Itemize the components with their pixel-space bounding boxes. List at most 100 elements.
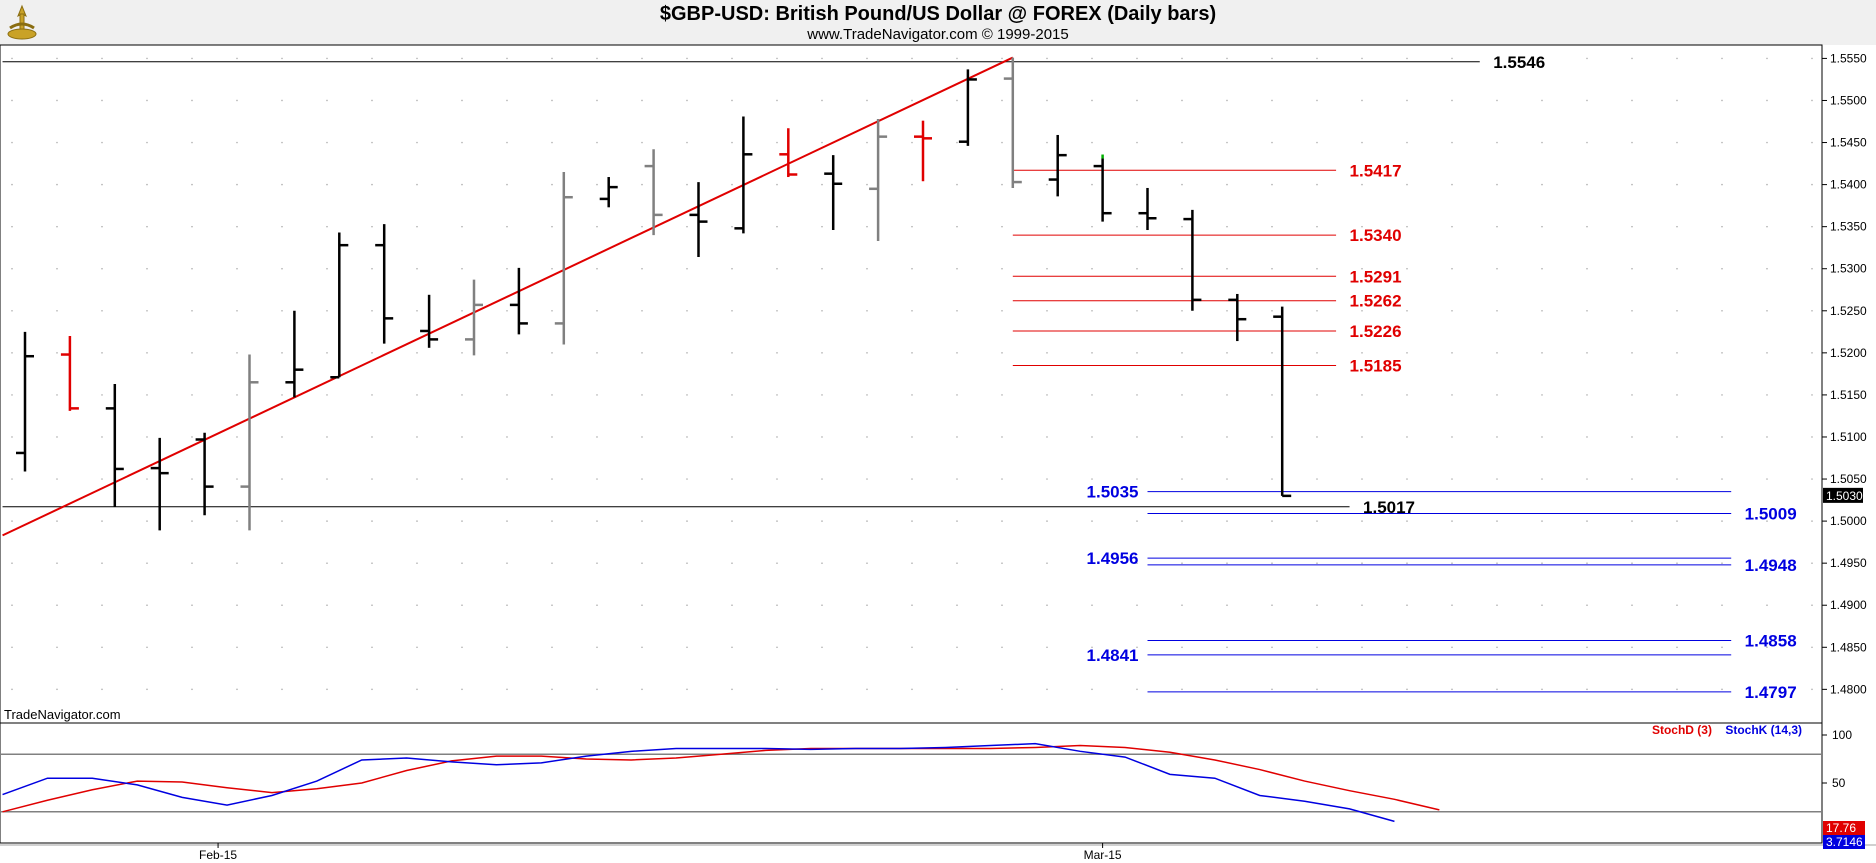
grid-dot [686, 225, 688, 228]
grid-dot [1406, 646, 1408, 649]
price-y-tick-label: 1.4800 [1830, 682, 1867, 696]
grid-dot [866, 99, 868, 102]
stoch-last-badge [1823, 821, 1865, 835]
grid-dot [101, 309, 103, 312]
price-y-tick-label: 1.5500 [1830, 93, 1867, 107]
grid-dot [461, 141, 463, 144]
grid-dot [596, 267, 598, 270]
price-panel-frame [0, 44, 1823, 724]
grid-dot [1046, 183, 1048, 186]
grid-dot [866, 267, 868, 270]
grid-dot [461, 99, 463, 102]
grid-dot [56, 394, 58, 396]
grid-dot [1766, 352, 1768, 354]
grid-dot [326, 309, 328, 312]
grid-dot [506, 688, 508, 691]
axes: 1.5550 1.5500 1.5450 1.5400 1.5350 1.5300 1.52… [199, 51, 1867, 862]
ohlc-bar [60, 336, 79, 411]
grid-dot [146, 99, 148, 102]
grid-dot [1496, 478, 1498, 480]
grid-dot [1316, 352, 1318, 354]
grid-dot [101, 646, 103, 649]
grid-dot [281, 183, 283, 186]
grid-dot [326, 394, 328, 396]
grid-dot [1451, 141, 1453, 144]
grid-dot [1451, 183, 1453, 186]
grid-dot [371, 394, 373, 396]
grid-dot [1271, 309, 1273, 312]
level-label: 1.5185 [1350, 356, 1402, 375]
grid-dot [1631, 520, 1633, 522]
grid-dot [1271, 604, 1273, 607]
grid-dot [1001, 562, 1003, 564]
grid-dot [731, 646, 733, 649]
grid-dot [1181, 99, 1183, 102]
grid-dot [191, 225, 193, 228]
grid-dot [191, 520, 193, 522]
grid-dot [551, 646, 553, 649]
grid-dot [1586, 267, 1588, 270]
grid-dot [1811, 309, 1813, 312]
grid-dot [641, 436, 643, 438]
grid-dot [1271, 688, 1273, 691]
grid-dot [191, 183, 193, 186]
grid-dot [1091, 562, 1093, 564]
grid-dot [1091, 267, 1093, 270]
grid-dot [281, 352, 283, 354]
price-y-tick-label: 1.5550 [1830, 51, 1867, 65]
grid-dot [1226, 267, 1228, 270]
grid-dot [821, 183, 823, 186]
grid-dot [1181, 520, 1183, 522]
level-label: 1.5340 [1350, 226, 1402, 245]
grid-dot [1091, 225, 1093, 228]
grid-dot [191, 478, 193, 480]
grid-dot [596, 688, 598, 691]
grid-dot [56, 646, 58, 649]
grid-dot [101, 394, 103, 396]
grid-dot [416, 225, 418, 228]
grid-dot [1046, 604, 1048, 607]
grid-dot [101, 562, 103, 564]
grid-dot [866, 183, 868, 186]
trade-navigator-logo-icon[interactable] [2, 2, 42, 42]
stoch-last-badge [1823, 835, 1865, 849]
grid-dot [1271, 478, 1273, 480]
grid-dot [191, 436, 193, 438]
grid-dot [1316, 562, 1318, 564]
grid-dot [956, 436, 958, 438]
grid-dot [1181, 309, 1183, 312]
grid-dot [1406, 183, 1408, 186]
grid-dot [1676, 520, 1678, 522]
grid-dot [1001, 352, 1003, 354]
grid-dot [641, 183, 643, 186]
grid-dot [1541, 141, 1543, 144]
grid-dot [1541, 478, 1543, 480]
grid-dot [1136, 141, 1138, 144]
grid-dot [1136, 604, 1138, 607]
grid-dot [866, 225, 868, 228]
grid-dot [731, 57, 733, 60]
grid-dot [461, 646, 463, 649]
grid-dot [1586, 141, 1588, 144]
grid-dot [1046, 562, 1048, 564]
grid-dot [101, 225, 103, 228]
grid-dot [1496, 646, 1498, 649]
grid-dot [191, 57, 193, 60]
grid-dot [506, 562, 508, 564]
grid-dot [596, 478, 598, 480]
grid-dot [1811, 604, 1813, 607]
grid-dot [956, 225, 958, 228]
grid-dot [1001, 394, 1003, 396]
grid-dot [956, 352, 958, 354]
chart-header [0, 0, 1876, 45]
grid-dot [1631, 99, 1633, 102]
grid-dot [1586, 688, 1588, 691]
grid-dot [911, 225, 913, 228]
grid-dot [416, 604, 418, 607]
grid-dot [776, 57, 778, 60]
grid-dot [371, 604, 373, 607]
grid-dot [1361, 57, 1363, 60]
grid-dot [1586, 478, 1588, 480]
grid-dot [1721, 267, 1723, 270]
grid-dot [146, 562, 148, 564]
